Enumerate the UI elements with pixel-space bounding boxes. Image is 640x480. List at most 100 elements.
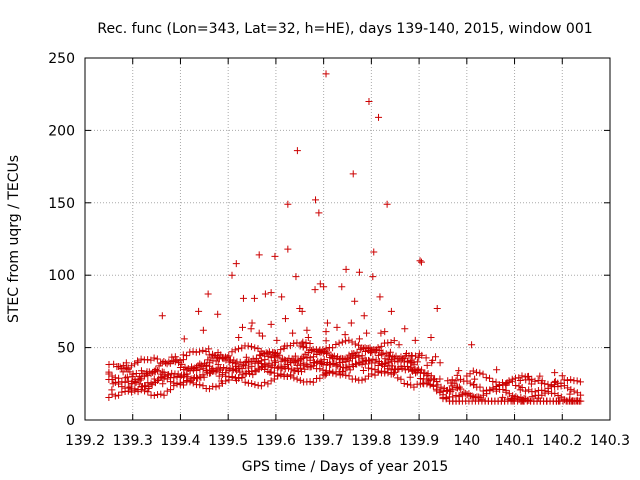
data-point <box>150 354 158 362</box>
grid <box>85 58 610 420</box>
data-point <box>256 351 264 359</box>
data-point <box>432 353 440 361</box>
data-point <box>473 368 481 376</box>
data-point <box>126 383 134 391</box>
data-point <box>361 348 369 356</box>
data-point <box>235 363 243 371</box>
data-point <box>538 386 546 394</box>
data-point <box>468 341 476 349</box>
data-point <box>244 342 252 350</box>
data-point <box>248 379 256 387</box>
data-point <box>314 358 322 366</box>
data-point <box>377 329 385 337</box>
x-tick-label: 140.3 <box>590 433 630 449</box>
data-point <box>238 373 246 381</box>
data-point <box>424 377 432 385</box>
data-point <box>304 333 312 341</box>
data-point <box>163 387 171 395</box>
data-point <box>137 355 145 363</box>
data-point <box>372 356 380 364</box>
data-point <box>261 356 269 364</box>
data-point <box>455 367 463 375</box>
data-point <box>449 393 457 401</box>
data-point <box>176 357 184 365</box>
data-point <box>300 359 308 367</box>
data-point <box>275 363 283 371</box>
data-point <box>200 373 208 381</box>
data-point <box>442 394 450 402</box>
data-point <box>401 366 409 374</box>
data-point <box>384 365 392 373</box>
data-point <box>127 362 135 370</box>
data-point <box>381 355 389 363</box>
data-point <box>137 367 145 375</box>
data-point <box>573 377 581 385</box>
x-tick-label: 139.5 <box>208 433 248 449</box>
data-point <box>395 341 403 349</box>
data-point <box>453 371 461 379</box>
data-point <box>277 371 285 379</box>
data-point <box>358 352 366 360</box>
data-point <box>345 372 353 380</box>
data-point <box>479 387 487 395</box>
data-point <box>321 369 329 377</box>
data-point <box>341 331 349 339</box>
data-point <box>447 387 455 395</box>
data-point <box>137 376 145 384</box>
data-point <box>414 365 422 373</box>
data-point <box>387 356 395 364</box>
data-point <box>235 333 243 341</box>
y-tick-label: 150 <box>48 196 75 212</box>
data-point <box>311 286 319 294</box>
data-point <box>249 371 257 379</box>
data-point <box>470 380 478 388</box>
data-point <box>516 376 524 384</box>
data-point <box>342 337 350 345</box>
data-point <box>233 367 241 375</box>
data-point <box>352 375 360 383</box>
data-point <box>427 333 435 341</box>
data-point <box>411 336 419 344</box>
data-point <box>241 378 249 386</box>
data-point <box>214 361 222 369</box>
data-point <box>124 384 132 392</box>
data-point <box>187 375 195 383</box>
data-point <box>183 366 191 374</box>
data-point <box>143 368 151 376</box>
data-point <box>363 329 371 337</box>
y-tick-label: 250 <box>48 51 75 67</box>
data-point <box>369 355 377 363</box>
data-point <box>338 283 346 291</box>
data-point <box>355 268 363 276</box>
data-point <box>105 368 113 376</box>
data-point <box>433 305 441 313</box>
data-point <box>329 369 337 377</box>
data-point <box>280 356 288 364</box>
data-point <box>482 374 490 382</box>
data-point <box>131 360 139 368</box>
data-point <box>178 360 186 368</box>
data-point <box>479 370 487 378</box>
data-point <box>469 367 477 375</box>
data-point <box>161 372 169 380</box>
data-point <box>181 371 189 379</box>
data-point <box>405 365 413 373</box>
data-point <box>157 390 165 398</box>
data-point <box>273 336 281 344</box>
data-point <box>144 388 152 396</box>
data-point <box>121 374 129 382</box>
data-point <box>225 352 233 360</box>
data-point <box>418 351 426 359</box>
data-point <box>183 378 191 386</box>
data-point <box>170 357 178 365</box>
data-point <box>248 362 256 370</box>
data-point <box>316 346 324 354</box>
data-point <box>278 364 286 372</box>
data-point <box>387 338 395 346</box>
data-point <box>144 379 152 387</box>
x-tick-label: 139.7 <box>304 433 344 449</box>
data-point <box>389 353 397 361</box>
data-point <box>333 362 341 370</box>
data-point <box>284 357 292 365</box>
